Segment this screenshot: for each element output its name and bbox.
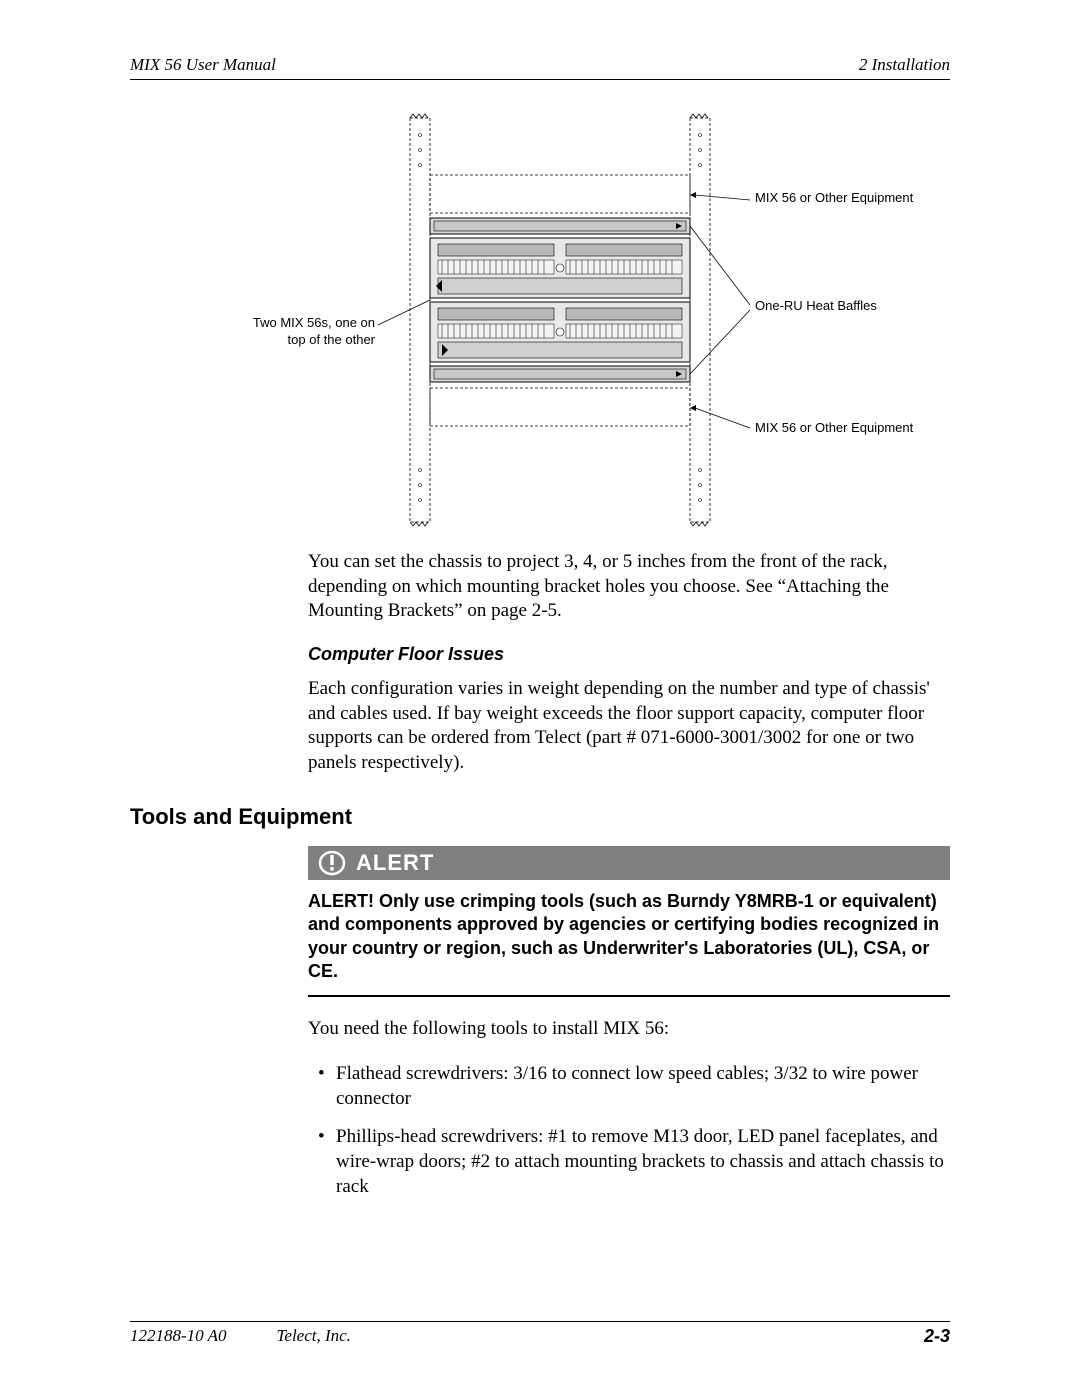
paragraph-tools-intro: You need the following tools to install … xyxy=(308,1017,950,1042)
list-item: • Flathead screwdrivers: 3/16 to connect… xyxy=(308,1062,950,1111)
paragraph-chassis: You can set the chassis to project 3, 4,… xyxy=(308,550,950,624)
list-item-text: Flathead screwdrivers: 3/16 to connect l… xyxy=(336,1062,950,1111)
page-footer: 122188-10 A0 Telect, Inc. 2-3 xyxy=(130,1321,950,1347)
paragraph-floor: Each configuration varies in weight depe… xyxy=(308,677,950,776)
list-item-text: Phillips-head screwdrivers: #1 to remove… xyxy=(336,1125,950,1199)
footer-page: 2-3 xyxy=(924,1326,950,1347)
bullet-icon: • xyxy=(308,1125,336,1199)
header-right: 2 Installation xyxy=(859,55,950,75)
footer-company: Telect, Inc. xyxy=(277,1326,351,1347)
section-tools: Tools and Equipment xyxy=(130,804,950,830)
diagram-label-bot-right: MIX 56 or Other Equipment xyxy=(755,420,913,437)
header-left: MIX 56 User Manual xyxy=(130,55,276,75)
alert-icon xyxy=(318,850,346,876)
subheading-floor: Computer Floor Issues xyxy=(308,644,950,665)
rack-svg xyxy=(400,110,720,530)
diagram-label-left: Two MIX 56s, one on top of the other xyxy=(235,315,375,349)
tools-list: • Flathead screwdrivers: 3/16 to connect… xyxy=(308,1062,950,1199)
page-header: MIX 56 User Manual 2 Installation xyxy=(130,55,950,80)
alert-body: ALERT! Only use crimping tools (such as … xyxy=(308,890,950,998)
alert-bar: ALERT xyxy=(308,846,950,880)
footer-left: 122188-10 A0 Telect, Inc. xyxy=(130,1326,351,1347)
page: MIX 56 User Manual 2 Installation xyxy=(0,0,1080,1397)
diagram-label-top-right: MIX 56 or Other Equipment xyxy=(755,190,913,207)
diagram-label-mid-right: One-RU Heat Baffles xyxy=(755,298,877,315)
list-item: • Phillips-head screwdrivers: #1 to remo… xyxy=(308,1125,950,1199)
footer-doc: 122188-10 A0 xyxy=(130,1326,227,1347)
alert-label: ALERT xyxy=(356,850,434,876)
rack-diagram: Two MIX 56s, one on top of the other MIX… xyxy=(130,110,950,540)
bullet-icon: • xyxy=(308,1062,336,1111)
